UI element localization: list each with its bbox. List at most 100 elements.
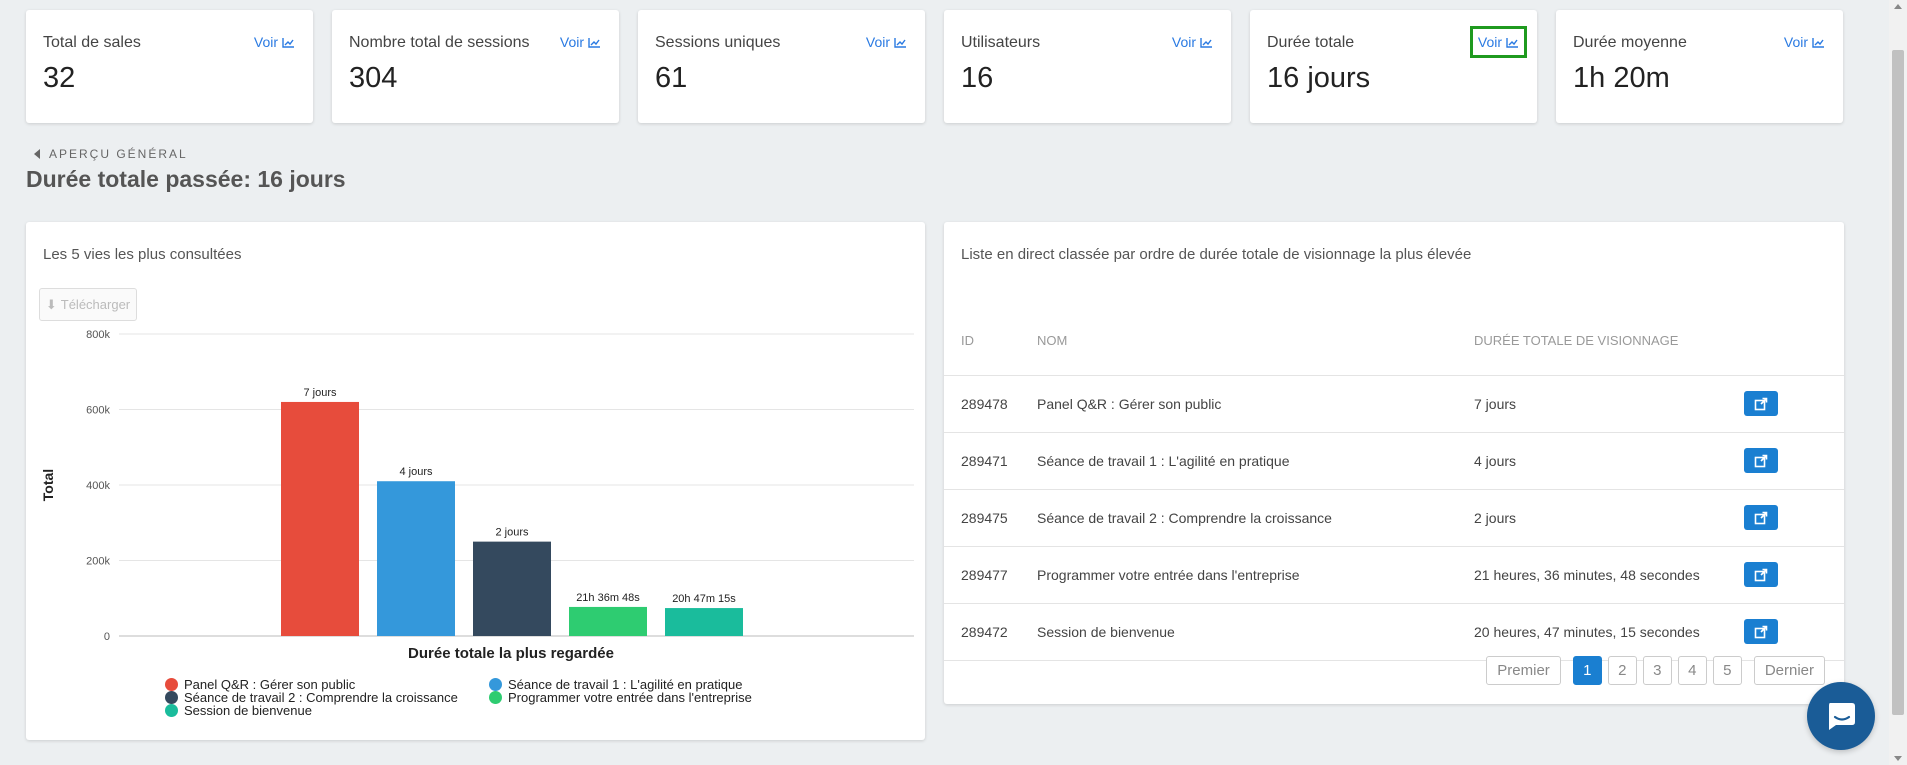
legend-item[interactable]: Session de bienvenue xyxy=(165,703,312,718)
y-tick-label: 200k xyxy=(86,556,110,568)
chart-line-icon xyxy=(282,37,294,48)
legend-dot xyxy=(165,704,178,717)
voir-label: Voir xyxy=(1171,34,1196,50)
download-label: Télécharger xyxy=(60,297,131,312)
legend-label: Session de bienvenue xyxy=(184,703,312,718)
y-tick-label: 800k xyxy=(86,329,110,341)
chart-line-icon xyxy=(894,37,906,48)
row-name: Panel Q&R : Gérer son public xyxy=(1037,375,1474,433)
column-header-name[interactable]: NOM xyxy=(1037,307,1474,376)
y-axis-label: Total xyxy=(40,469,56,501)
legend-label: Séance de travail 1 : L'agilité en prati… xyxy=(508,677,743,692)
stat-value: 16 xyxy=(961,62,994,94)
download-icon: ⬇ xyxy=(45,296,57,312)
stats-row: Total de sales 32 Voir Nombre total de s… xyxy=(26,10,1843,123)
table-header-row: ID NOM DURÉE TOTALE DE VISIONNAGE xyxy=(944,307,1844,376)
x-axis-label: Durée totale la plus regardée xyxy=(408,645,614,662)
row-name: Programmer votre entrée dans l'entrepris… xyxy=(1037,546,1474,604)
row-name: Séance de travail 1 : L'agilité en prati… xyxy=(1037,432,1474,490)
y-tick-label: 0 xyxy=(104,631,110,643)
external-link-icon xyxy=(1754,454,1768,467)
external-link-icon xyxy=(1754,568,1768,581)
stat-label: Durée totale xyxy=(1267,34,1355,51)
page-last-button[interactable]: Dernier xyxy=(1753,656,1825,685)
stat-card-users: Utilisateurs 16 Voir xyxy=(944,10,1231,123)
page-button-4[interactable]: 4 xyxy=(1677,656,1707,685)
live-list-panel: Liste en direct classée par ordre de dur… xyxy=(944,222,1844,704)
live-list-table: ID NOM DURÉE TOTALE DE VISIONNAGE 289478… xyxy=(944,307,1844,661)
pagination: Premier 1 2 3 4 5 Dernier xyxy=(1486,656,1825,685)
bar xyxy=(569,606,647,636)
breadcrumb: APERÇU GÉNÉRAL xyxy=(34,147,188,161)
page-button-1[interactable]: 1 xyxy=(1572,656,1602,685)
legend-dot xyxy=(165,691,178,704)
voir-link[interactable]: Voir xyxy=(1784,34,1825,50)
column-header-id[interactable]: ID xyxy=(944,307,1037,376)
stat-label: Sessions uniques xyxy=(655,34,781,51)
legend-item[interactable]: Panel Q&R : Gérer son public xyxy=(165,677,355,692)
column-header-duration[interactable]: DURÉE TOTALE DE VISIONNAGE xyxy=(1474,307,1744,376)
external-link-icon xyxy=(1754,511,1768,524)
open-external-button[interactable] xyxy=(1744,391,1778,416)
y-tick-label: 400k xyxy=(86,480,110,492)
row-id: 289471 xyxy=(944,432,1037,490)
page-button-2[interactable]: 2 xyxy=(1607,656,1637,685)
table-row: 289478 Panel Q&R : Gérer son public 7 jo… xyxy=(944,375,1844,433)
stat-value: 1h 20m xyxy=(1573,62,1670,94)
stat-label: Utilisateurs xyxy=(961,34,1041,51)
voir-label: Voir xyxy=(1783,34,1808,50)
open-external-button[interactable] xyxy=(1744,619,1778,644)
row-duration: 7 jours xyxy=(1474,375,1744,433)
legend-dot xyxy=(489,678,502,691)
bar xyxy=(473,541,551,636)
legend-label: Séance de travail 2 : Comprendre la croi… xyxy=(184,690,458,705)
voir-link[interactable]: Voir xyxy=(1469,26,1528,58)
page-button-5[interactable]: 5 xyxy=(1712,656,1742,685)
row-duration: 2 jours xyxy=(1474,489,1744,547)
voir-label: Voir xyxy=(865,34,890,50)
bar-data-label: 21h 36m 48s xyxy=(576,592,640,604)
external-link-icon xyxy=(1754,397,1768,410)
legend-item[interactable]: Programmer votre entrée dans l'entrepris… xyxy=(489,690,752,705)
breadcrumb-label[interactable]: APERÇU GÉNÉRAL xyxy=(49,147,188,161)
legend-label: Programmer votre entrée dans l'entrepris… xyxy=(508,690,752,705)
voir-link[interactable]: Voir xyxy=(1172,34,1213,50)
legend-item[interactable]: Séance de travail 2 : Comprendre la croi… xyxy=(165,690,458,705)
chart-line-icon xyxy=(588,37,600,48)
stat-value: 32 xyxy=(43,62,76,94)
stat-label: Nombre total de sessions xyxy=(349,34,530,51)
scroll-thumb[interactable] xyxy=(1892,50,1904,715)
vertical-scrollbar[interactable] xyxy=(1889,0,1907,765)
legend-item[interactable]: Séance de travail 1 : L'agilité en prati… xyxy=(489,677,742,692)
scroll-up-icon[interactable] xyxy=(1894,4,1902,9)
stat-value: 16 jours xyxy=(1267,62,1371,94)
bar-data-label: 20h 47m 15s xyxy=(672,593,736,605)
download-button[interactable]: ⬇ Télécharger xyxy=(39,288,137,321)
caret-left-icon[interactable] xyxy=(34,149,40,159)
page-title: Durée totale passée: 16 jours xyxy=(26,166,346,192)
scroll-down-icon[interactable] xyxy=(1894,756,1902,761)
stat-card-average-duration: Durée moyenne 1h 20m Voir xyxy=(1556,10,1843,123)
voir-link[interactable]: Voir xyxy=(866,34,907,50)
row-id: 289472 xyxy=(944,603,1037,661)
bar-data-label: 4 jours xyxy=(399,466,433,478)
row-id: 289475 xyxy=(944,489,1037,547)
chart-panel: Les 5 vies les plus consultées ⬇ Télécha… xyxy=(26,222,925,740)
stat-value: 61 xyxy=(655,62,688,94)
open-external-button[interactable] xyxy=(1744,505,1778,530)
stat-card-total-sales: Total de sales 32 Voir xyxy=(26,10,313,123)
page-button-3[interactable]: 3 xyxy=(1642,656,1672,685)
legend-dot xyxy=(165,678,178,691)
row-duration: 21 heures, 36 minutes, 48 secondes xyxy=(1474,546,1744,604)
chat-launcher-button[interactable] xyxy=(1807,682,1875,750)
voir-link[interactable]: Voir xyxy=(560,34,601,50)
stat-label: Durée moyenne xyxy=(1573,34,1687,51)
page-first-button[interactable]: Premier xyxy=(1486,656,1561,685)
voir-link[interactable]: Voir xyxy=(254,34,295,50)
voir-label: Voir xyxy=(559,34,584,50)
open-external-button[interactable] xyxy=(1744,448,1778,473)
table-row: 289472 Session de bienvenue 20 heures, 4… xyxy=(944,603,1844,661)
open-external-button[interactable] xyxy=(1744,562,1778,587)
table-row: 289477 Programmer votre entrée dans l'en… xyxy=(944,546,1844,604)
row-name: Session de bienvenue xyxy=(1037,603,1474,661)
